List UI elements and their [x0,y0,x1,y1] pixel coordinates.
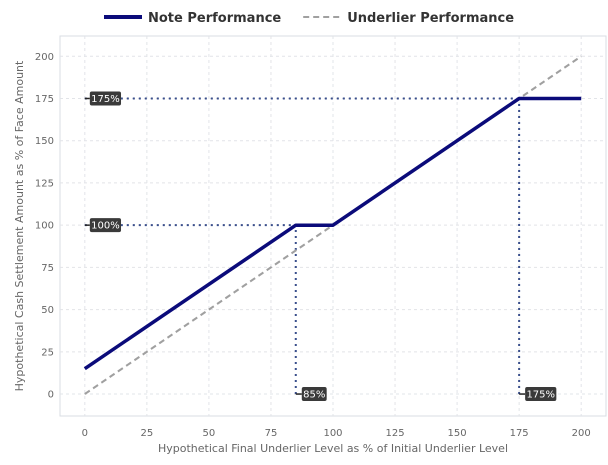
annotation-label: 175% [519,387,557,402]
legend-item: Underlier Performance [303,11,514,26]
y-tick-label: 25 [41,347,54,358]
annotation-text: 175% [526,390,555,401]
legend-label: Note Performance [148,11,281,26]
y-tick-label: 75 [41,263,54,274]
y-tick-label: 175 [35,94,54,105]
y-tick-label: 150 [35,136,54,147]
x-axis-title: Hypothetical Final Underlier Level as % … [158,442,508,455]
annotation-text: 100% [91,221,120,232]
annotation-box [89,218,122,233]
annotation-text: 85% [303,390,325,401]
annotation-label: 175% [84,91,122,106]
x-tick-label: 75 [265,428,278,439]
x-tick-label: 100 [323,428,342,439]
annotation-box [301,387,327,402]
annotation-label: 85% [295,387,327,402]
annotation-text: 175% [91,94,120,105]
x-axis: 0 25 50 75 100 125 150 175 200 [82,428,591,439]
y-tick-label: 50 [41,305,54,316]
x-tick-label: 25 [140,428,153,439]
annotations: 175% 100% 85% 175% [84,91,557,402]
series-line-note [83,96,582,371]
y-tick-label: 125 [35,178,54,189]
y-tick-label: 0 [48,390,54,401]
legend: Note Performance Underlier Performance [104,11,514,26]
y-tick-label: 100 [35,221,54,232]
y-tick-label: 200 [35,52,54,63]
annotation-label: 100% [84,218,122,233]
x-tick-label: 125 [385,428,404,439]
annotation-box [89,91,122,106]
series [83,55,582,395]
x-tick-label: 0 [82,428,88,439]
y-axis-title: Hypothetical Cash Settlement Amount as %… [13,60,26,391]
x-tick-label: 50 [203,428,216,439]
legend-label: Underlier Performance [347,11,514,26]
x-tick-label: 200 [572,428,591,439]
legend-item: Note Performance [104,11,281,26]
x-tick-label: 150 [448,428,467,439]
grid [60,36,606,416]
annotation-box [525,387,557,402]
reference-lines [84,97,521,395]
x-tick-label: 175 [510,428,529,439]
y-axis: 0 25 50 75 100 125 150 175 200 [35,52,54,401]
